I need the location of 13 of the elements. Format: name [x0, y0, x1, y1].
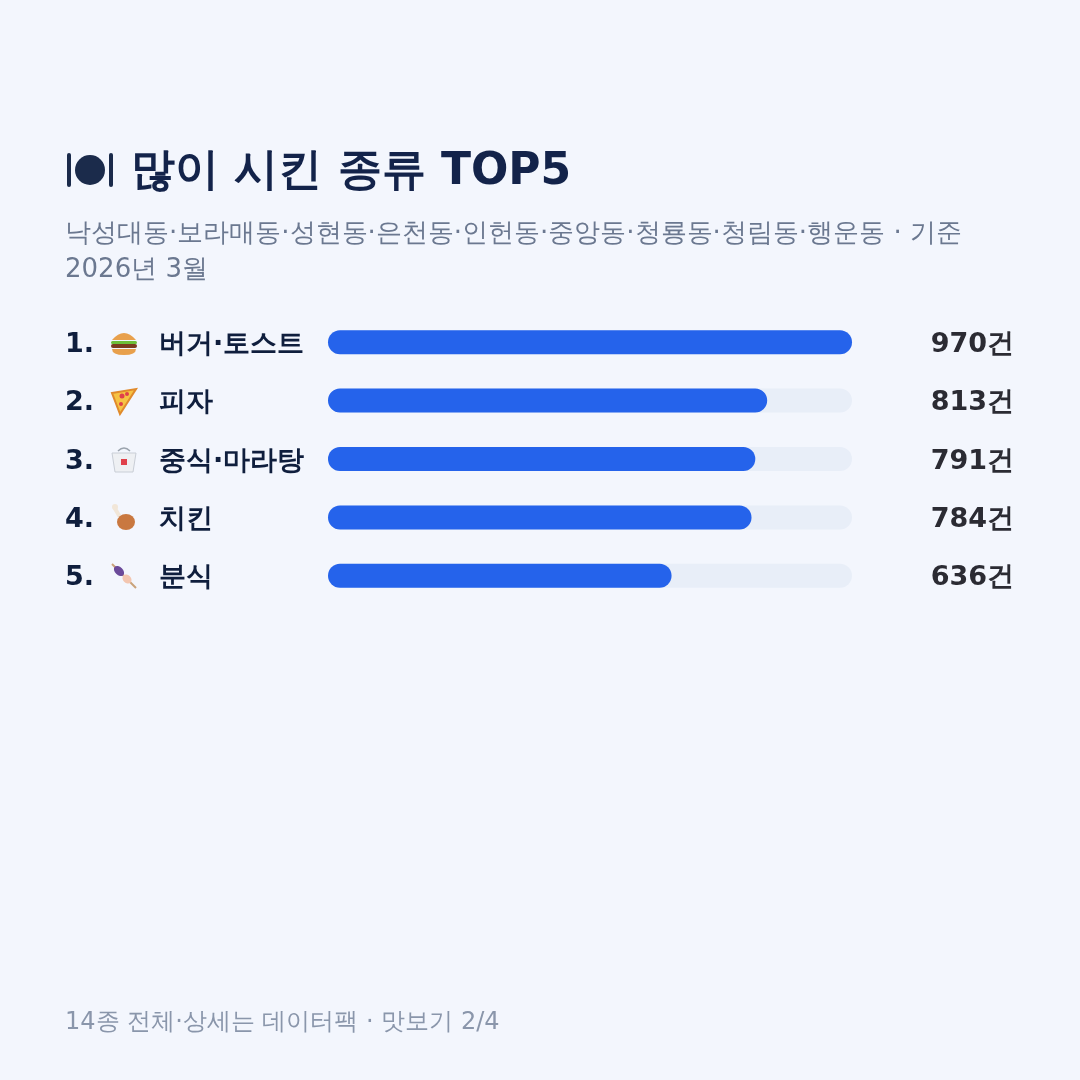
category-label: 1. 버거·토스트 [65, 326, 305, 358]
data-label: 791건 [930, 443, 1014, 475]
category-label: 3. 중식·마라탕 [65, 443, 305, 475]
data-label: 784건 [930, 501, 1014, 533]
data-label: 970건 [930, 326, 1014, 358]
text: 14종 전체·상세는 데이터팩 · 맛보기 2/4 [65, 1006, 500, 1037]
category-label: 2. 피자 [65, 385, 213, 417]
data-label: 636건 [930, 560, 1014, 592]
chart-title: 많이 시킨 종류 TOP5 [131, 142, 572, 196]
data-label: 813건 [930, 385, 1014, 417]
chart-subtitle: 낙성대동·보라매동·성현동·은천동·인헌동·중앙동·청룡동·청림동·행운동 · 기준 2026년 3월 [65, 216, 963, 285]
category-label: 4. 치킨 [65, 501, 213, 533]
category-label: 5. 분식 [65, 560, 213, 592]
